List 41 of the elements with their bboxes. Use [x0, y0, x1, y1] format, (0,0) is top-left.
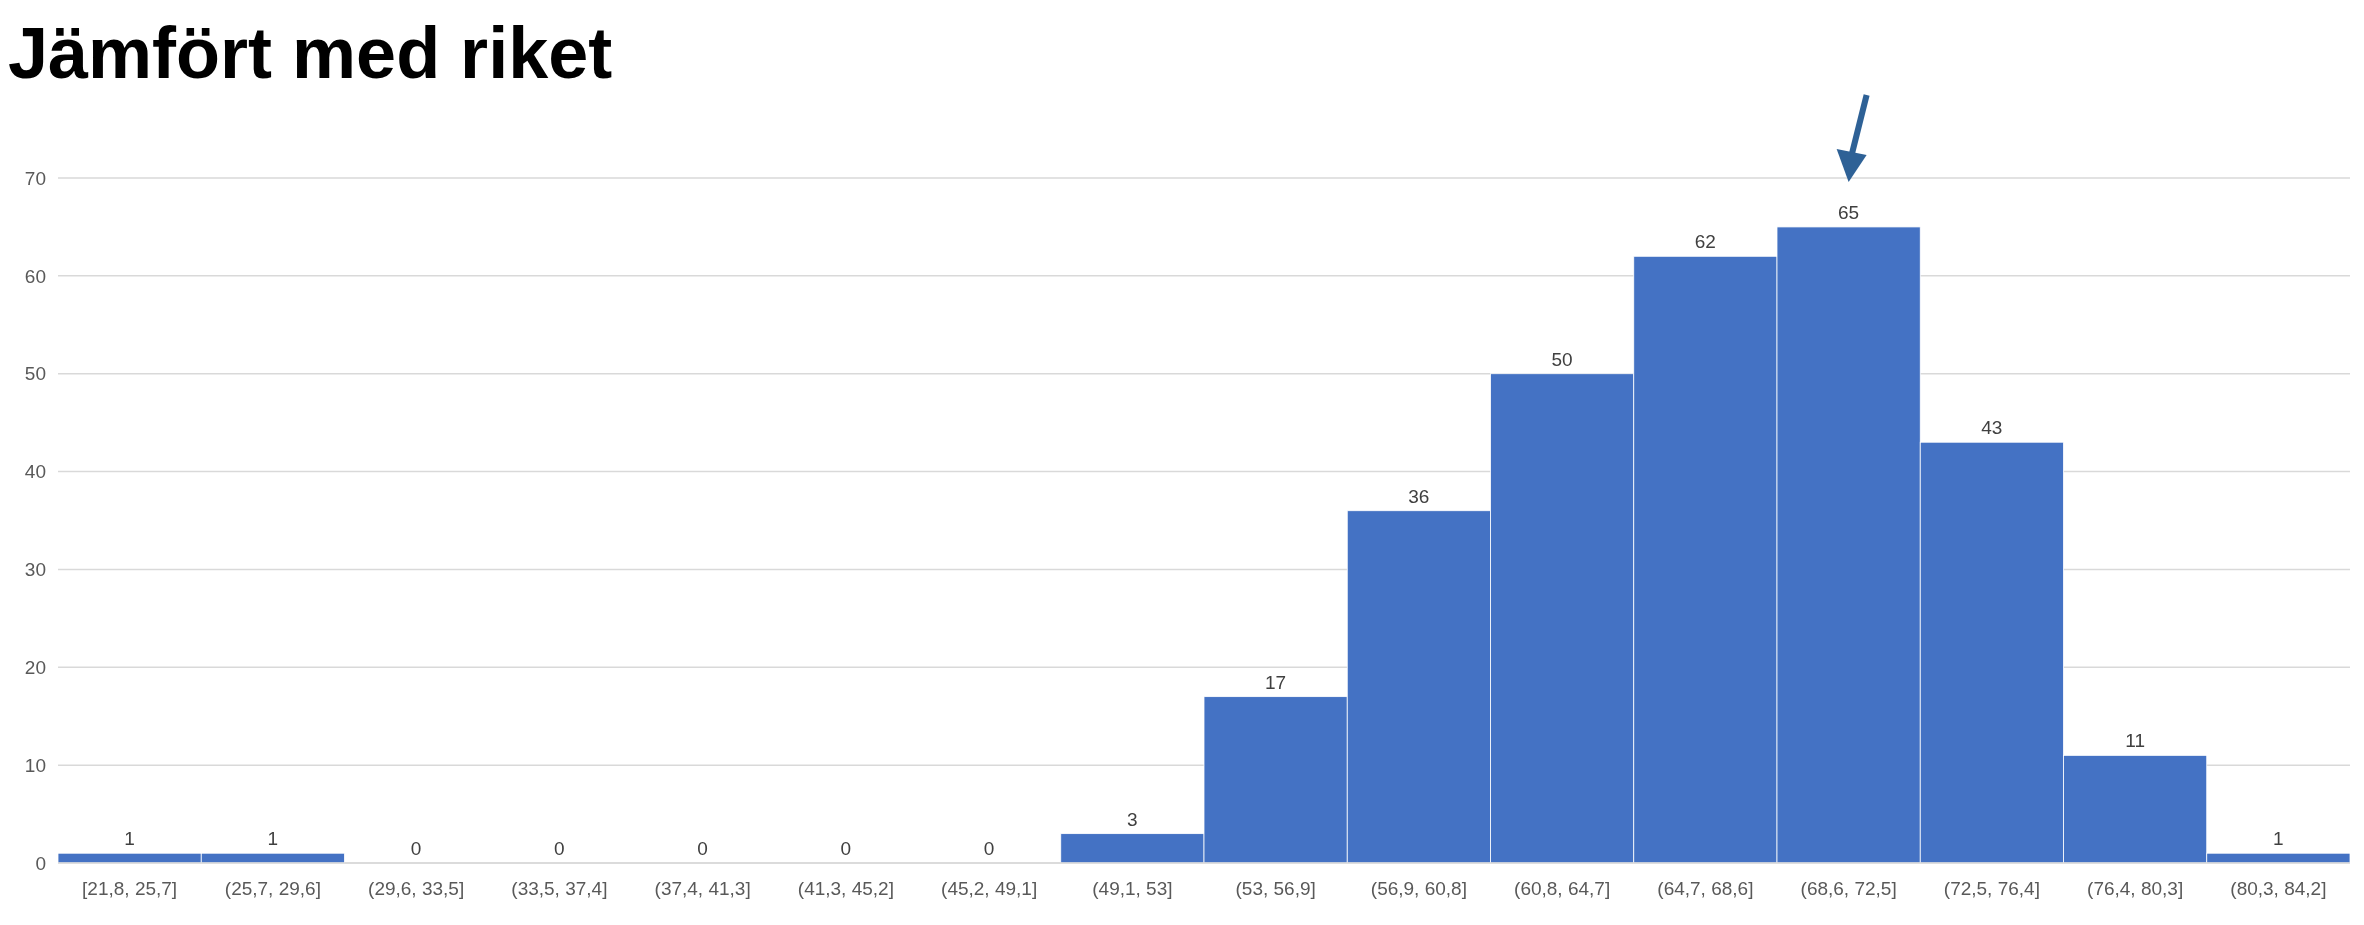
data-label: 36: [1408, 485, 1430, 507]
chart-title: Jämfört med riket: [8, 13, 613, 93]
x-tick-label: (72,5, 76,4]: [1943, 878, 2040, 899]
x-tick-label: (76,4, 80,3]: [2087, 878, 2184, 899]
x-tick-label: (68,6, 72,5]: [1800, 878, 1897, 899]
data-label: 11: [2125, 730, 2145, 752]
x-tick-label: (49,1, 53]: [1092, 878, 1173, 899]
y-tick-label: 30: [24, 559, 46, 581]
x-tick-label: (41,3, 45,2]: [797, 878, 894, 899]
x-tick-label: (53, 56,9]: [1235, 878, 1316, 899]
y-tick-label: 20: [24, 656, 46, 678]
data-label: 1: [124, 828, 135, 850]
data-label: 0: [554, 838, 565, 859]
x-tick-label: (37,4, 41,3]: [654, 878, 751, 899]
data-label: 65: [1838, 201, 1860, 223]
x-tick-label: (56,9, 60,8]: [1370, 878, 1467, 899]
x-tick-label: (45,2, 49,1]: [941, 878, 1038, 899]
x-tick-label: (80,3, 84,2]: [2230, 878, 2327, 899]
x-tick-label: (29,6, 33,5]: [368, 878, 465, 899]
data-label: 1: [2273, 828, 2284, 850]
y-tick-label: 60: [24, 265, 46, 287]
y-tick-label: 0: [35, 852, 46, 874]
data-label: 0: [697, 838, 708, 859]
data-label: 50: [1551, 348, 1573, 370]
data-label: 0: [410, 838, 422, 859]
x-tick-label: (60,8, 64,7]: [1514, 878, 1611, 899]
x-tick-label: (25,7, 29,6]: [224, 878, 321, 899]
data-label: 17: [1265, 671, 1287, 693]
data-label: 43: [1981, 417, 2003, 439]
data-label: 0: [840, 838, 852, 859]
y-tick-label: 10: [24, 754, 46, 776]
y-tick-label: 70: [24, 167, 46, 189]
data-label: 1: [267, 828, 279, 850]
y-tick-label: 50: [24, 363, 46, 385]
data-label: 3: [1127, 808, 1138, 830]
data-label: 0: [983, 838, 995, 859]
x-tick-label: (33,5, 37,4]: [511, 878, 608, 899]
y-tick-label: 40: [24, 461, 46, 483]
x-tick-label: [21,8, 25,7]: [82, 878, 178, 899]
x-tick-label: (64,7, 68,6]: [1657, 878, 1754, 899]
data-label: 62: [1694, 231, 1716, 253]
